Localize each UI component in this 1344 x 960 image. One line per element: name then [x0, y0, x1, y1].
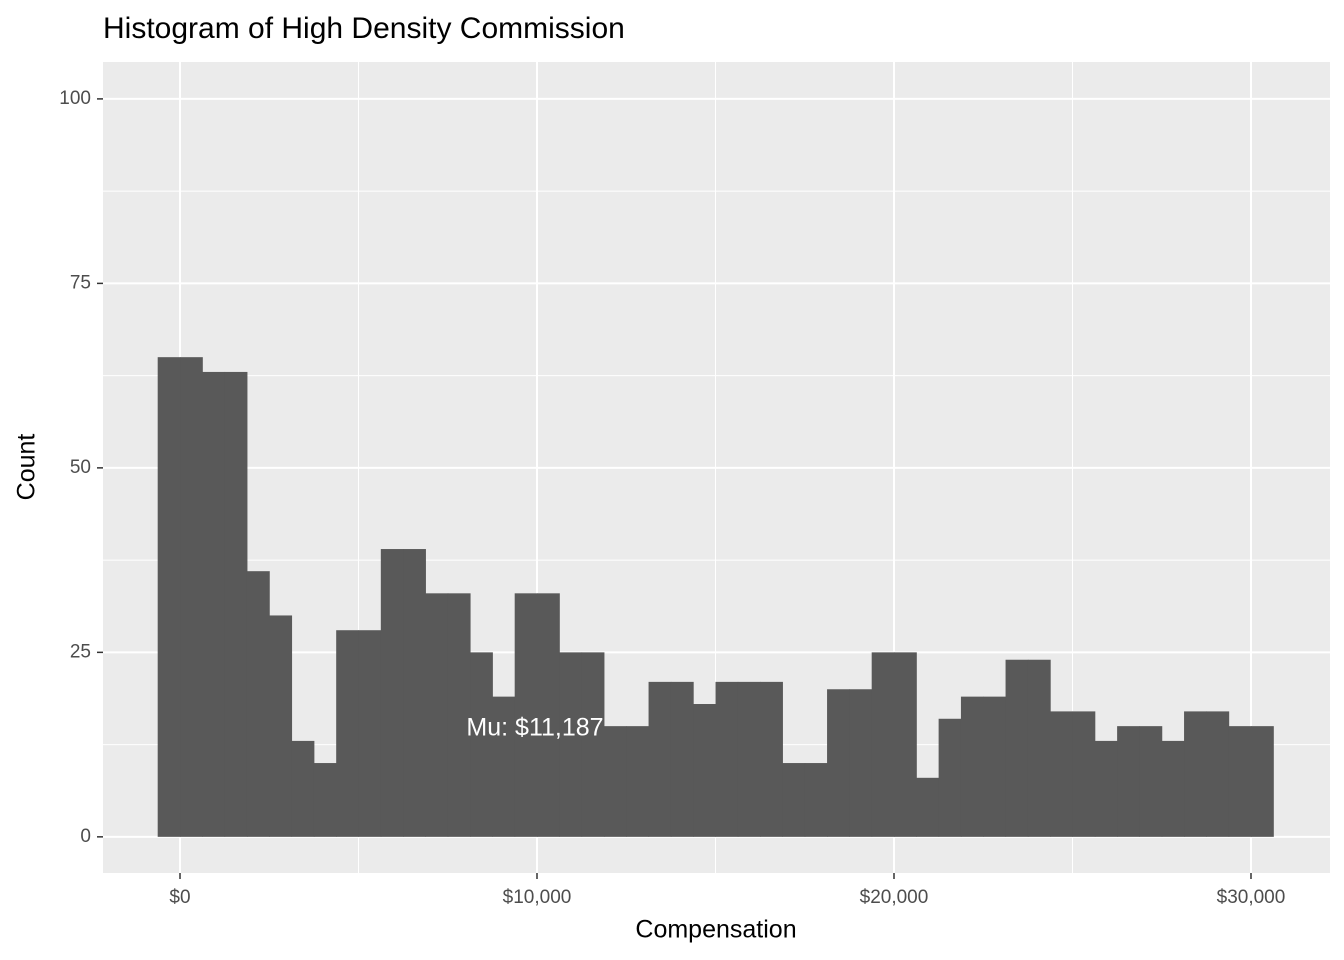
bar: [760, 681, 783, 837]
bar: [1250, 726, 1274, 837]
bar: [693, 704, 717, 837]
bar: [492, 696, 516, 837]
y-tick-label: 50: [70, 457, 91, 478]
y-tick-label: 75: [70, 272, 91, 293]
bar: [782, 763, 806, 837]
bar: [224, 371, 248, 837]
bar: [514, 593, 538, 837]
bar: [380, 549, 404, 837]
bar: [180, 357, 203, 837]
bar: [715, 681, 739, 837]
bar: [916, 777, 940, 837]
bar: [804, 763, 828, 837]
bar: [269, 615, 293, 837]
bar: [938, 718, 962, 837]
bar: [246, 571, 270, 837]
x-tick-label: $30,000: [1217, 887, 1286, 908]
bar: [403, 549, 426, 837]
bar: [648, 681, 672, 837]
bar: [983, 696, 1007, 837]
bar: [626, 726, 650, 837]
bar: [313, 763, 337, 837]
x-tick-label: $20,000: [860, 887, 929, 908]
bar: [559, 652, 583, 837]
bar: [1206, 711, 1230, 837]
bar: [1139, 726, 1163, 837]
x-tick-label: $0: [169, 887, 190, 908]
bar: [893, 652, 917, 837]
bar: [960, 696, 984, 837]
bar: [336, 630, 360, 837]
y-axis-title: Count: [13, 434, 41, 501]
bar: [425, 593, 449, 837]
bar: [1094, 740, 1118, 837]
bar: [1117, 726, 1140, 837]
bar: [291, 740, 315, 837]
y-tick-label: 100: [59, 88, 91, 109]
bar: [447, 593, 471, 837]
bars: [157, 357, 1274, 837]
bar: [1228, 726, 1252, 837]
bar: [1005, 659, 1029, 837]
bar: [1184, 711, 1207, 837]
bar: [827, 689, 850, 837]
chart-title: Histogram of High Density Commission: [103, 12, 625, 45]
y-tick-label: 25: [70, 641, 91, 662]
bar: [1027, 659, 1051, 837]
bar: [1072, 711, 1096, 837]
y-tick-label: 0: [80, 826, 91, 847]
annotation: Mu: $11,187: [466, 714, 603, 742]
bar: [603, 726, 627, 837]
bar: [358, 630, 382, 837]
bar: [670, 681, 694, 837]
bar: [1161, 740, 1185, 837]
bar: [849, 689, 873, 837]
bar: [581, 652, 605, 837]
bar: [737, 681, 761, 837]
bar: [537, 593, 560, 837]
bar: [202, 371, 226, 837]
x-axis-title: Compensation: [635, 916, 796, 944]
bar: [157, 357, 181, 837]
bar: [871, 652, 895, 837]
x-tick-label: $10,000: [503, 887, 572, 908]
bar: [1050, 711, 1073, 837]
bar: [470, 652, 493, 837]
